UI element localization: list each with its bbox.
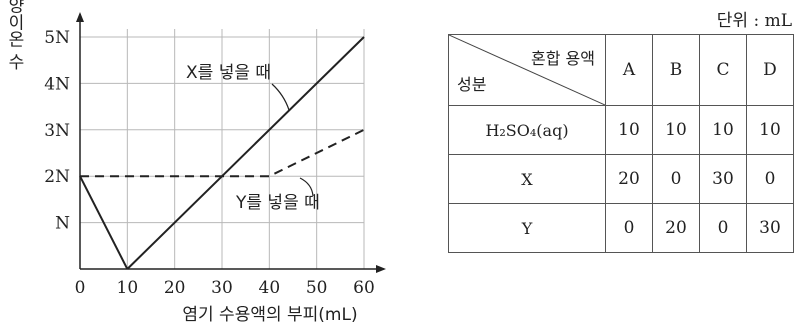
table-header-row: 혼합 용액 성분 A B C D	[448, 34, 794, 106]
x-tick-label: 30	[211, 278, 233, 298]
y-tick-label: N	[55, 214, 70, 234]
series-line-2	[79, 175, 129, 270]
mixture-table: 혼합 용액 성분 A B C D H₂SO₄(aq) 10 10 10 10 X…	[448, 34, 794, 253]
series-label-y-leader	[299, 177, 314, 197]
y-tick-label: 2N	[44, 167, 70, 187]
x-tick-label: 40	[259, 278, 281, 298]
cation-count-chart: 0 10 20 30 40 50 60 N 2N 3N 4N 5N 총 양이온 수염기 수용액의 부피(…	[4, 0, 386, 325]
series-label-x-leader	[271, 83, 290, 111]
x-axis-label: 염기 수용액의 부피(mL)	[182, 305, 357, 325]
table-cell: 10	[746, 105, 794, 155]
table-cell: 20	[605, 154, 653, 204]
row-label-h2so4: H₂SO₄(aq)	[448, 105, 606, 155]
column-header-b: B	[652, 34, 700, 106]
x-tick-label: 10	[117, 278, 139, 298]
x-tick-label: 50	[306, 278, 328, 298]
column-header-c: C	[699, 34, 747, 106]
series-label-y: Y를 넣을 때	[235, 193, 320, 213]
series-label-x: X를 넣을 때	[186, 63, 271, 83]
table-cell: 0	[652, 154, 700, 204]
corner-diagonal	[449, 35, 605, 105]
corner-top-label: 혼합 용액	[531, 49, 595, 68]
x-axis-arrow	[376, 265, 386, 273]
table-corner-cell: 혼합 용액 성분	[448, 34, 606, 106]
y-tick-label: 4N	[44, 74, 70, 94]
table-cell: 30	[699, 154, 747, 204]
table-cell: 0	[699, 203, 747, 253]
y-tick-label: 5N	[44, 28, 70, 48]
row-label-x: X	[448, 154, 606, 204]
y-axis-arrow	[76, 12, 84, 22]
column-header-a: A	[605, 34, 653, 106]
x-tick-label: 60	[353, 278, 375, 298]
table-cell: 10	[605, 105, 653, 155]
y-axis-label: 총 양이온 수	[4, 0, 24, 70]
table-cell: 20	[652, 203, 700, 253]
x-tick-label: 20	[164, 278, 186, 298]
x-tick-label: 0	[75, 278, 86, 298]
table-cell: 0	[746, 154, 794, 204]
series-line-0	[126, 36, 365, 270]
y-tick-label: 3N	[44, 121, 70, 141]
mixture-table-panel: 단위 : mL 혼합 용액 성분 A B C D H₂SO₄(aq) 10 10…	[448, 0, 798, 325]
table-cell: 10	[652, 105, 700, 155]
table-cell: 30	[746, 203, 794, 253]
table-row-y: Y 0 20 0 30	[448, 203, 794, 253]
column-header-d: D	[746, 34, 794, 106]
table-row-x: X 20 0 30 0	[448, 154, 794, 204]
table-cell: 10	[699, 105, 747, 155]
series-line-1	[80, 128, 365, 178]
row-label-y: Y	[448, 203, 606, 253]
table-row-h2so4: H₂SO₄(aq) 10 10 10 10	[448, 105, 794, 155]
table-cell: 0	[605, 203, 653, 253]
unit-label: 단위 : mL	[716, 11, 792, 31]
corner-bottom-label: 성분	[457, 75, 487, 94]
